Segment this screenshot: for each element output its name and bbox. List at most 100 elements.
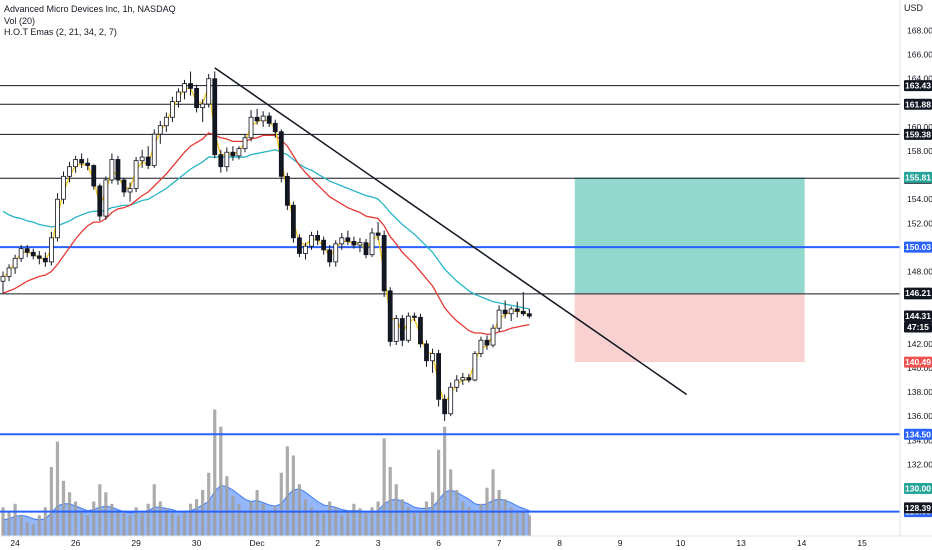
candle-down xyxy=(115,159,121,181)
candle-up xyxy=(133,160,139,189)
candle-down xyxy=(484,339,490,346)
price-tick-label: 166.00 xyxy=(907,50,932,60)
volume-bar xyxy=(334,507,338,536)
price-tick-label: 164.00 xyxy=(907,74,932,84)
candle-up xyxy=(430,353,435,362)
volume-bar xyxy=(110,503,114,536)
price-tag: 144.31 xyxy=(905,311,931,321)
volume-bar xyxy=(443,426,447,536)
time-tick-label: 2 xyxy=(315,538,320,548)
volume-bar xyxy=(394,484,398,536)
candle-down xyxy=(514,308,520,312)
volume-bar xyxy=(176,515,181,536)
volume-bar xyxy=(207,472,211,536)
volume-bar xyxy=(527,515,531,536)
candle-down xyxy=(97,185,103,217)
volume-bar xyxy=(497,490,501,536)
volume-bar xyxy=(388,467,392,536)
candle-up xyxy=(12,257,18,269)
candle-up xyxy=(309,234,314,247)
volume-bar xyxy=(261,503,265,536)
candle-up xyxy=(169,101,175,118)
level-price-tag: 161.88 xyxy=(905,99,931,109)
long-position-zones[interactable] xyxy=(574,177,805,363)
volume-bar xyxy=(297,484,302,536)
volume-bar xyxy=(104,492,108,536)
time-tick-label: 3 xyxy=(376,538,381,548)
volume-bar xyxy=(322,513,326,536)
volume-bar xyxy=(31,524,35,536)
candle-down xyxy=(436,353,442,400)
candle-down xyxy=(254,116,260,122)
volume-bar xyxy=(455,490,459,536)
candle-up xyxy=(508,308,514,315)
level-price-tag-box xyxy=(904,128,932,140)
candle-up xyxy=(242,137,248,150)
candle-down xyxy=(399,318,405,341)
volume-bar xyxy=(255,490,259,536)
candle-down xyxy=(466,377,472,381)
volume-bar xyxy=(400,499,404,536)
price-tick-label: 138.00 xyxy=(907,387,932,397)
candle-up xyxy=(224,151,230,168)
volume-bar xyxy=(412,513,416,536)
candle-down xyxy=(266,115,272,124)
candle-down xyxy=(418,316,423,345)
candle-down xyxy=(411,315,417,318)
level-price-tag-box xyxy=(904,241,932,253)
volume-bar xyxy=(273,506,277,536)
candle-up xyxy=(18,248,24,259)
time-tick-label: 10 xyxy=(676,538,686,548)
volume-bar xyxy=(376,501,380,536)
volume-bar xyxy=(170,513,174,536)
price-tick-label: 142.00 xyxy=(907,339,932,349)
price-tag-box xyxy=(904,287,932,299)
candle-up xyxy=(127,187,133,193)
volume-bar xyxy=(92,501,96,536)
symbol-title: Advanced Micro Devices Inc, 1h, NASDAQ xyxy=(4,4,176,14)
candle-up xyxy=(49,237,54,263)
volume-bar xyxy=(225,476,229,536)
candle-down xyxy=(85,162,91,166)
price-tags: 163.43161.88159.38155.74150.03146.15134.… xyxy=(904,80,932,518)
volume-bar xyxy=(370,507,374,536)
horizontal-levels[interactable] xyxy=(0,85,900,513)
volume-bar xyxy=(122,513,126,536)
price-tick-label: 152.00 xyxy=(907,218,932,228)
candle-down xyxy=(381,234,387,292)
candle-up xyxy=(369,232,375,256)
volume-bar xyxy=(43,507,47,536)
volume-bar xyxy=(98,484,102,536)
price-tick-label: 158.00 xyxy=(907,146,932,156)
price-tick-label: 134.00 xyxy=(907,435,932,445)
ema-mid-line xyxy=(2,132,530,335)
candle-up xyxy=(478,339,484,354)
chart-legend: Advanced Micro Devices Inc, 1h, NASDAQ V… xyxy=(4,4,176,39)
candle-up xyxy=(339,237,345,245)
candle-up xyxy=(6,267,12,277)
candle-up xyxy=(460,377,466,381)
time-axis[interactable]: 24 26 29 30 Dec 2 3 6 7 8 9 10 13 14 15 xyxy=(0,535,932,548)
ema-indicator-label: H.O.T Emas (2, 21, 34, 2, 7) xyxy=(4,27,117,37)
price-tag-box xyxy=(904,356,932,368)
price-tag: 155.81 xyxy=(905,172,931,182)
volume-bar xyxy=(49,467,53,536)
currency-selector[interactable]: USD xyxy=(904,3,924,13)
candle-down xyxy=(30,251,36,257)
trendline[interactable] xyxy=(214,67,688,396)
candle-down xyxy=(42,257,48,263)
bar-countdown: 47:15 xyxy=(907,322,929,332)
time-tick-label: 8 xyxy=(557,538,562,548)
candle-up xyxy=(206,78,212,105)
ema-fast-line xyxy=(2,86,530,406)
level-price-tag-box xyxy=(904,80,932,92)
volume-bar xyxy=(152,484,156,536)
candle-down xyxy=(327,249,333,263)
candle-down xyxy=(442,398,448,415)
volume-bar xyxy=(346,510,350,536)
volume-bar xyxy=(382,438,386,536)
volume-bar xyxy=(74,501,78,536)
price-tag-box xyxy=(904,171,932,183)
level-price-tag: 163.43 xyxy=(905,81,931,91)
